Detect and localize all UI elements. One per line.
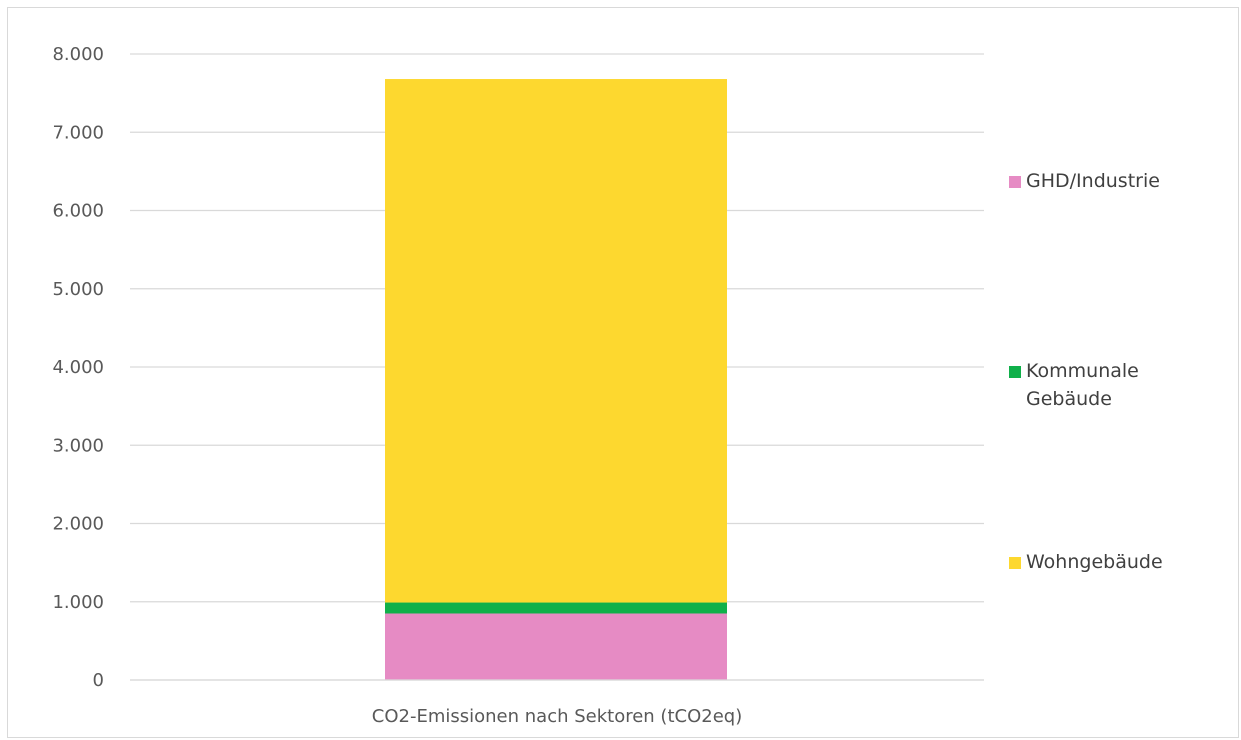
y-tick-label: 4.000	[52, 357, 104, 378]
y-tick-label: 2.000	[52, 514, 104, 535]
legend-label: GHD/Industrie	[1026, 170, 1160, 192]
x-axis: CO2-Emissionen nach Sektoren (tCO2eq)	[130, 679, 984, 727]
bar-segment	[385, 613, 727, 680]
y-axis-ticks: 0 1.000 2.000 3.000 4.000 5.000 6.000 7.000 8.00…	[52, 44, 104, 691]
x-category-label: CO2-Emissionen nach Sektoren (tCO2eq)	[372, 706, 742, 727]
y-tick-label: 5.000	[52, 279, 104, 300]
legend: GHD/Industrie Kommunale Gebäude Wohngebäude	[1009, 170, 1163, 573]
legend-swatch	[1009, 366, 1021, 378]
y-tick-label: 1.000	[52, 592, 104, 613]
y-tick-label: 3.000	[52, 435, 104, 456]
legend-label: Gebäude	[1026, 388, 1112, 410]
y-tick-label: 8.000	[52, 44, 104, 65]
legend-label: Wohngebäude	[1026, 551, 1163, 573]
bar-segment	[385, 79, 727, 603]
legend-label: Kommunale	[1026, 360, 1139, 382]
legend-swatch	[1009, 557, 1021, 569]
bar-segment	[385, 602, 727, 614]
y-tick-label: 7.000	[52, 122, 104, 143]
bar-stack	[385, 79, 727, 680]
y-tick-label: 6.000	[52, 201, 104, 222]
y-tick-label: 0	[93, 670, 104, 691]
legend-swatch	[1009, 176, 1021, 188]
